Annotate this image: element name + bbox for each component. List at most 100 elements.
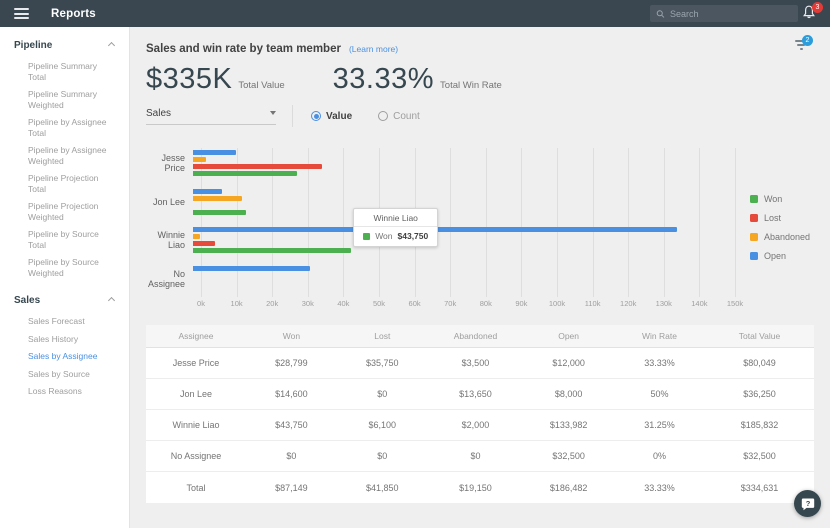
bar-won[interactable]: [193, 248, 351, 253]
gridline: [735, 148, 736, 297]
top-bar: Reports 3: [0, 0, 830, 27]
total-win-rate: 33.33%: [333, 63, 434, 96]
total-win-rate-metric: 33.33% Total Win Rate: [333, 63, 502, 96]
category-label: Winnie Liao: [146, 230, 193, 250]
table-row-total[interactable]: Total$87,149$41,850$19,150$186,48233.33%…: [146, 472, 814, 503]
table-cell: $0: [337, 451, 428, 461]
table-cell: 33.33%: [614, 483, 705, 493]
filter-button[interactable]: 2: [792, 40, 810, 56]
sidebar-item-sales-by-source[interactable]: Sales by Source: [0, 366, 130, 384]
bar-open[interactable]: [193, 189, 222, 194]
table-cell: $80,049: [705, 358, 814, 368]
total-value-metric: $335K Total Value: [146, 63, 285, 96]
category-label: Jesse Price: [146, 153, 193, 173]
bar-stack: [193, 150, 735, 176]
total-value-label: Total Value: [238, 80, 284, 91]
x-tick-label: 30k: [302, 299, 314, 308]
help-chat-button[interactable]: ?: [794, 490, 821, 517]
legend-item-abandoned[interactable]: Abandoned: [750, 232, 810, 242]
sidebar-item-pipeline-by-source-total[interactable]: Pipeline by Source Total: [0, 226, 130, 254]
sidebar-item-pipeline-by-assignee-weighted[interactable]: Pipeline by Assignee Weighted: [0, 142, 130, 170]
bar-abandoned[interactable]: [193, 157, 206, 162]
radio-dot-icon: [378, 111, 388, 121]
table-cell: $13,650: [428, 389, 523, 399]
x-tick-label: 0k: [197, 299, 205, 308]
legend-item-lost[interactable]: Lost: [750, 213, 810, 223]
reports-sidebar: Pipeline Pipeline Summary TotalPipeline S…: [0, 27, 130, 528]
table-cell: $19,150: [428, 483, 523, 493]
x-tick-label: 90k: [515, 299, 527, 308]
table-row-no-assignee[interactable]: No Assignee$0$0$0$32,5000%$32,500: [146, 441, 814, 472]
bar-open[interactable]: [193, 150, 236, 155]
bar-stack: [193, 266, 735, 292]
search-input[interactable]: [670, 9, 792, 19]
filter-count-badge: 2: [802, 35, 813, 46]
sidebar-item-pipeline-projection-total[interactable]: Pipeline Projection Total: [0, 170, 130, 198]
assignee-table: AssigneeWonLostAbandonedOpenWin RateTota…: [146, 325, 814, 503]
chart-tooltip: Winnie Liao Won $43,750: [353, 208, 438, 247]
legend-label: Open: [764, 251, 786, 261]
x-tick-label: 10k: [231, 299, 243, 308]
app-title: Reports: [51, 8, 96, 20]
table-cell: $28,799: [246, 358, 337, 368]
sidebar-item-pipeline-by-source-weighted[interactable]: Pipeline by Source Weighted: [0, 254, 130, 282]
table-row-winnie-liao[interactable]: Winnie Liao$43,750$6,100$2,000$133,98231…: [146, 410, 814, 441]
x-tick-label: 140k: [691, 299, 707, 308]
tooltip-series: Won: [375, 231, 392, 241]
table-row-jesse-price[interactable]: Jesse Price$28,799$35,750$3,500$12,00033…: [146, 348, 814, 379]
sidebar-section-header-pipeline[interactable]: Pipeline: [0, 27, 130, 58]
legend-item-won[interactable]: Won: [750, 194, 810, 204]
chart-group-no-assignee: No Assignee: [146, 266, 735, 292]
bar-won[interactable]: [193, 210, 246, 215]
bar-lost[interactable]: [193, 164, 322, 169]
table-cell: 31.25%: [614, 420, 705, 430]
chart-group-jesse-price: Jesse Price: [146, 150, 735, 176]
chart-controls: Sales Value Count: [130, 105, 830, 127]
column-header-assignee: Assignee: [146, 331, 246, 341]
x-tick-label: 50k: [373, 299, 385, 308]
table-cell: $0: [337, 389, 428, 399]
table-cell: $0: [428, 451, 523, 461]
sidebar-item-sales-forecast[interactable]: Sales Forecast: [0, 313, 130, 331]
bar-open[interactable]: [193, 266, 310, 271]
sidebar-item-loss-reasons[interactable]: Loss Reasons: [0, 383, 130, 401]
table-cell: $185,832: [705, 420, 814, 430]
bar-lost[interactable]: [193, 241, 215, 246]
notification-badge: 3: [812, 2, 823, 13]
report-title: Sales and win rate by team member: [146, 43, 341, 55]
search-box[interactable]: [650, 5, 798, 22]
table-cell: $12,000: [523, 358, 614, 368]
sidebar-section-label: Pipeline: [14, 40, 52, 51]
learn-more-link[interactable]: (Learn more): [349, 44, 398, 54]
sidebar-item-sales-by-assignee[interactable]: Sales by Assignee: [0, 348, 130, 366]
table-cell: $2,000: [428, 420, 523, 430]
sidebar-item-sales-history[interactable]: Sales History: [0, 331, 130, 349]
legend-item-open[interactable]: Open: [750, 251, 810, 261]
bar-abandoned[interactable]: [193, 234, 200, 239]
sidebar-item-pipeline-summary-total[interactable]: Pipeline Summary Total: [0, 58, 130, 86]
legend-label: Abandoned: [764, 232, 810, 242]
report-type-dropdown[interactable]: Sales: [146, 108, 276, 125]
radio-count[interactable]: Count: [378, 111, 420, 122]
divider: [292, 105, 293, 127]
sales-bar-chart: Winnie Liao Won $43,750 Jesse PriceJon L…: [146, 148, 810, 310]
column-header-won: Won: [246, 331, 337, 341]
radio-value[interactable]: Value: [311, 111, 352, 122]
search-icon: [656, 9, 665, 19]
table-cell: $6,100: [337, 420, 428, 430]
table-row-jon-lee[interactable]: Jon Lee$14,600$0$13,650$8,00050%$36,250: [146, 379, 814, 410]
menu-icon[interactable]: [14, 6, 29, 22]
tooltip-swatch: [363, 233, 370, 240]
sidebar-section-header-sales[interactable]: Sales: [0, 282, 130, 313]
bar-won[interactable]: [193, 171, 297, 176]
x-tick-label: 80k: [480, 299, 492, 308]
chart-legend: Won Lost Abandoned Open: [750, 194, 810, 261]
tooltip-value: $43,750: [398, 231, 429, 241]
bar-abandoned[interactable]: [193, 196, 242, 201]
sidebar-item-pipeline-summary-weighted[interactable]: Pipeline Summary Weighted: [0, 86, 130, 114]
sidebar-item-pipeline-by-assignee-total[interactable]: Pipeline by Assignee Total: [0, 114, 130, 142]
sidebar-item-pipeline-projection-weighted[interactable]: Pipeline Projection Weighted: [0, 198, 130, 226]
x-tick-label: 150k: [727, 299, 743, 308]
legend-swatch: [750, 195, 758, 203]
notifications-button[interactable]: 3: [801, 4, 819, 22]
